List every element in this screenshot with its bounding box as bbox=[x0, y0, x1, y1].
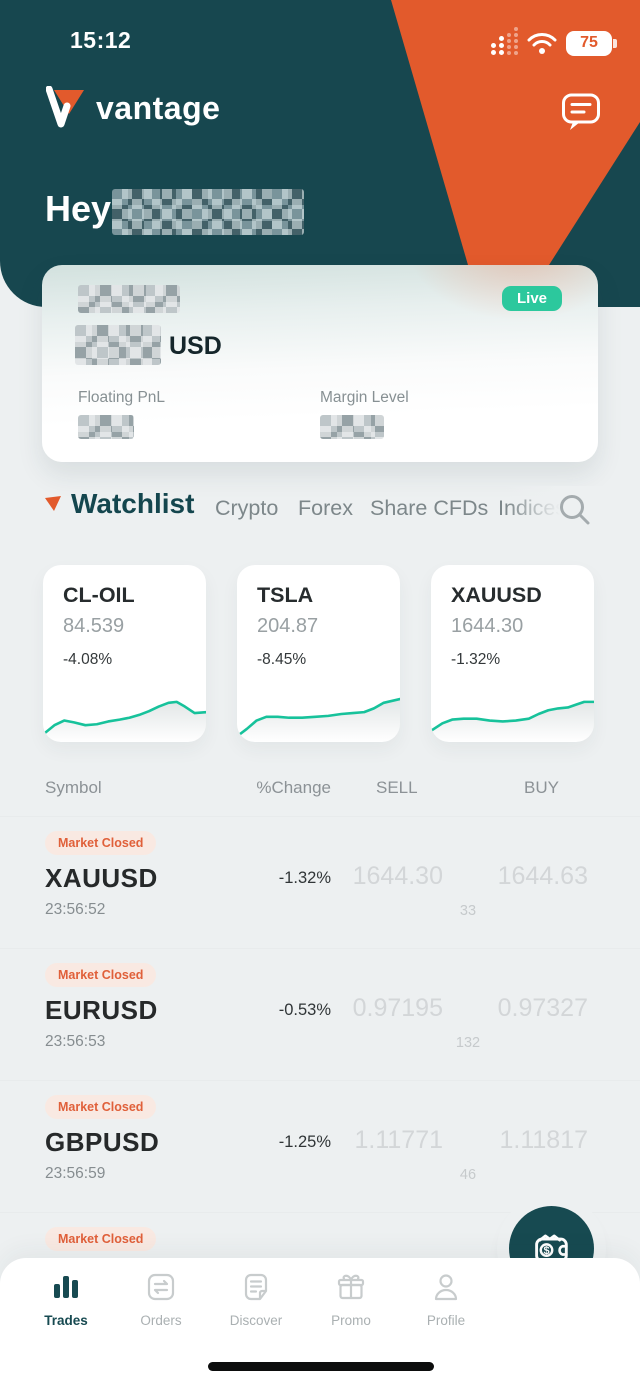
account-id-redacted bbox=[78, 285, 180, 313]
column-header-symbol: Symbol bbox=[45, 778, 102, 797]
svg-text:$: $ bbox=[543, 1245, 549, 1257]
row-symbol: GBPUSD bbox=[45, 1127, 160, 1157]
nav-item-promo[interactable]: Promo bbox=[303, 1272, 399, 1328]
column-header-sell: SELL bbox=[376, 778, 418, 797]
market-closed-badge: Market Closed bbox=[45, 963, 157, 987]
nav-item-orders[interactable]: Orders bbox=[113, 1272, 209, 1328]
account-summary-card[interactable]: Live USD Floating PnL Margin Level bbox=[42, 265, 598, 462]
trades-bars-icon bbox=[54, 1276, 78, 1298]
instrument-symbol: TSLA bbox=[257, 583, 314, 607]
greeting-text: Hey bbox=[45, 188, 112, 229]
user-name-redacted bbox=[112, 189, 304, 235]
battery-icon: 75 bbox=[566, 30, 617, 56]
battery-level: 75 bbox=[580, 34, 598, 51]
buy-price-button[interactable]: 1.11817 bbox=[499, 1126, 588, 1154]
row-change: -0.53% bbox=[278, 1001, 331, 1019]
column-header-change: %Change bbox=[256, 778, 331, 797]
row-spread: 132 bbox=[455, 1035, 481, 1051]
wifi-icon bbox=[527, 33, 557, 54]
promo-gift-icon bbox=[337, 1274, 365, 1300]
market-closed-badge: Market Closed bbox=[45, 831, 157, 855]
watchlist-table-header: Symbol %Change SELL BUY bbox=[0, 772, 640, 816]
tab-forex[interactable]: Forex bbox=[298, 496, 353, 520]
table-row-partial[interactable]: Market Closed bbox=[0, 1212, 640, 1258]
sell-price-button[interactable]: 1644.30 bbox=[352, 862, 443, 890]
tab-share-cfds[interactable]: Share CFDs bbox=[370, 496, 489, 520]
instrument-card-tsla[interactable]: TSLA 204.87 -8.45% bbox=[237, 565, 400, 742]
nav-label: Orders bbox=[140, 1313, 182, 1328]
search-button[interactable] bbox=[556, 492, 592, 528]
nav-label: Profile bbox=[426, 1313, 466, 1328]
watchlist-table: Market Closed XAUUSD 23:56:52 -1.32% 164… bbox=[0, 816, 640, 1258]
row-quote-time: 23:56:52 bbox=[45, 901, 106, 918]
balance-currency: USD bbox=[169, 332, 222, 360]
vantage-logo-icon bbox=[46, 86, 84, 128]
search-icon bbox=[560, 495, 590, 525]
column-header-buy: BUY bbox=[524, 778, 559, 797]
market-closed-badge: Market Closed bbox=[45, 1095, 157, 1119]
margin-level-value-redacted bbox=[320, 415, 384, 439]
buy-price-button[interactable]: 0.97327 bbox=[497, 994, 588, 1022]
nav-item-trades[interactable]: Trades bbox=[18, 1272, 114, 1328]
row-symbol: XAUUSD bbox=[45, 863, 158, 893]
instrument-change: -4.08% bbox=[63, 651, 113, 668]
watchlist-tab-bar: Watchlist Crypto Forex Share CFDs Indice… bbox=[0, 486, 640, 534]
sparkline-chart bbox=[237, 686, 400, 742]
cellular-signal-icon bbox=[491, 27, 518, 55]
account-balance-redacted bbox=[75, 325, 161, 365]
row-quote-time: 23:56:59 bbox=[45, 1165, 106, 1182]
sparkline-chart bbox=[431, 686, 594, 742]
brand-name: vantage bbox=[96, 89, 221, 126]
nav-label: Promo bbox=[331, 1313, 371, 1328]
instrument-card-xauusd[interactable]: XAUUSD 1644.30 -1.32% bbox=[431, 565, 594, 742]
home-indicator[interactable] bbox=[208, 1362, 434, 1371]
sparkline-chart bbox=[43, 686, 206, 742]
profile-person-icon bbox=[434, 1274, 458, 1301]
row-change: -1.32% bbox=[278, 869, 331, 887]
row-symbol: EURUSD bbox=[45, 995, 158, 1025]
discover-news-icon bbox=[244, 1273, 268, 1301]
chat-button[interactable] bbox=[561, 92, 601, 134]
nav-item-profile[interactable]: Profile bbox=[398, 1272, 494, 1328]
instrument-price: 1644.30 bbox=[451, 615, 524, 637]
instrument-price: 204.87 bbox=[257, 615, 319, 637]
live-account-badge: Live bbox=[501, 286, 562, 311]
nav-item-discover[interactable]: Discover bbox=[208, 1272, 304, 1328]
margin-level-label: Margin Level bbox=[320, 389, 409, 406]
table-row-gbpusd[interactable]: Market Closed GBPUSD 23:56:59 -1.25% 1.1… bbox=[0, 1080, 640, 1212]
sell-price-button[interactable]: 0.97195 bbox=[352, 994, 443, 1022]
wallet-deposit-icon: $ bbox=[534, 1233, 568, 1263]
row-quote-time: 23:56:53 bbox=[45, 1033, 106, 1050]
status-time: 15:12 bbox=[70, 27, 132, 53]
floating-pnl-label: Floating PnL bbox=[78, 389, 166, 406]
table-row-xauusd[interactable]: Market Closed XAUUSD 23:56:52 -1.32% 164… bbox=[0, 816, 640, 948]
nav-label: Trades bbox=[44, 1313, 88, 1328]
buy-price-button[interactable]: 1644.63 bbox=[497, 862, 588, 890]
nav-label: Discover bbox=[229, 1313, 283, 1328]
instrument-card-cl-oil[interactable]: CL-OIL 84.539 -4.08% bbox=[43, 565, 206, 742]
row-spread: 46 bbox=[459, 1167, 477, 1183]
watchlist-title: Watchlist bbox=[71, 488, 195, 519]
instrument-symbol: CL-OIL bbox=[63, 583, 135, 607]
status-icons: 75 bbox=[491, 27, 617, 56]
instrument-price: 84.539 bbox=[63, 615, 125, 637]
market-closed-badge: Market Closed bbox=[45, 1227, 157, 1251]
table-row-eurusd[interactable]: Market Closed EURUSD 23:56:53 -0.53% 0.9… bbox=[0, 948, 640, 1080]
floating-pnl-value-redacted bbox=[78, 415, 134, 439]
instrument-change: -8.45% bbox=[257, 651, 307, 668]
chat-message-icon bbox=[562, 93, 600, 130]
orders-transfer-icon bbox=[147, 1273, 175, 1301]
brand-logo: vantage bbox=[46, 86, 220, 130]
tab-fade-overlay bbox=[505, 486, 605, 534]
vantage-triangle-icon bbox=[45, 495, 61, 511]
instrument-symbol: XAUUSD bbox=[451, 583, 542, 607]
sell-price-button[interactable]: 1.11771 bbox=[354, 1126, 443, 1154]
row-change: -1.25% bbox=[278, 1133, 331, 1151]
tab-crypto[interactable]: Crypto bbox=[215, 496, 279, 520]
row-spread: 33 bbox=[459, 903, 477, 919]
tab-watchlist[interactable]: Watchlist bbox=[44, 488, 194, 520]
instrument-change: -1.32% bbox=[451, 651, 501, 668]
